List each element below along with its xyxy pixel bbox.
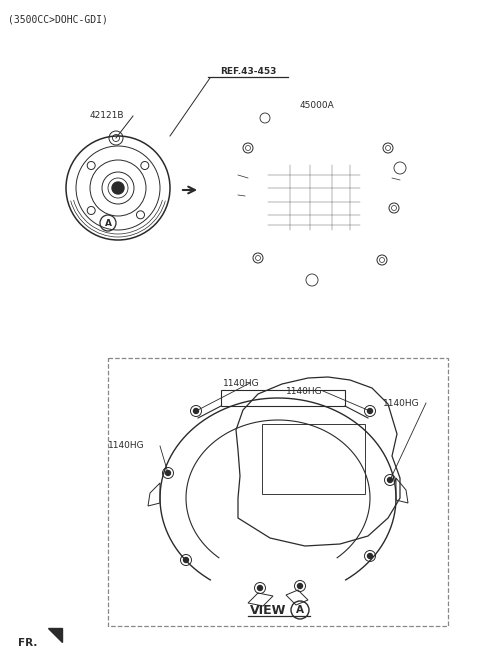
Text: A: A [296,605,304,615]
Circle shape [112,182,124,194]
Text: 1140HG: 1140HG [223,379,260,388]
Text: 1140HG: 1140HG [108,441,144,451]
Polygon shape [48,628,62,642]
Circle shape [368,554,372,558]
Circle shape [257,586,263,590]
Circle shape [298,583,302,588]
Circle shape [166,470,170,476]
Circle shape [193,409,199,413]
Text: 1140HG: 1140HG [383,398,420,407]
Circle shape [183,558,189,562]
Circle shape [368,409,372,413]
Text: 1140HG: 1140HG [286,386,323,396]
Text: VIEW: VIEW [250,604,286,617]
Text: A: A [105,218,111,228]
Text: 42121B: 42121B [90,110,124,119]
Text: (3500CC>DOHC-GDI): (3500CC>DOHC-GDI) [8,15,108,25]
Text: 45000A: 45000A [300,100,335,110]
Circle shape [387,478,393,483]
Text: REF.43-453: REF.43-453 [220,68,276,77]
Text: FR.: FR. [18,638,37,648]
